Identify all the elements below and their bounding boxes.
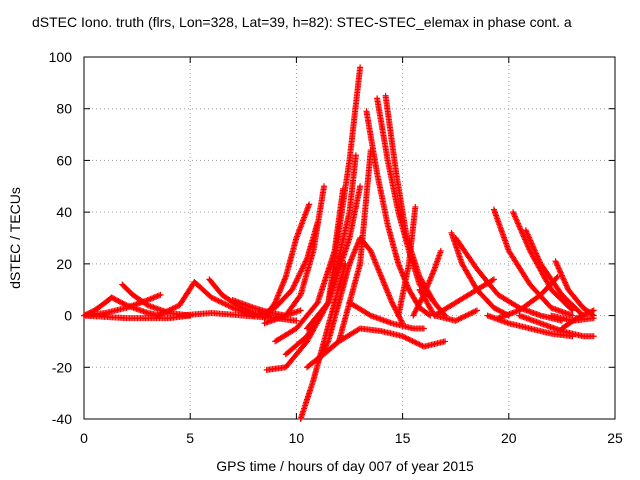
data-series (490, 206, 576, 319)
data-point-marker (398, 318, 405, 325)
x-tick-label: 0 (80, 430, 88, 446)
data-series (304, 325, 449, 371)
data-point-marker (590, 333, 597, 340)
data-series (510, 209, 576, 314)
x-tick-label: 15 (395, 430, 411, 446)
data-point-marker (431, 299, 438, 306)
data-point-marker (366, 311, 373, 318)
data-series (363, 108, 434, 319)
plot-frame (83, 56, 616, 420)
x-tick-label: 20 (501, 430, 517, 446)
y-tick-label: 20 (56, 256, 72, 272)
data-point-marker (306, 201, 313, 208)
data-point-marker (324, 300, 331, 307)
x-tick-label: 5 (186, 430, 194, 446)
data-point-marker (554, 273, 561, 280)
data-point-marker (143, 301, 150, 308)
data-point-marker (293, 317, 300, 324)
y-tick-label: 100 (49, 49, 73, 65)
data-point-marker (420, 325, 427, 332)
data-point-marker (157, 291, 164, 298)
y-tick-label: 0 (64, 308, 72, 324)
data-point-marker (590, 315, 597, 322)
data-point-marker (352, 152, 359, 159)
data-point-marker (297, 307, 304, 314)
y-tick-label: -40 (52, 411, 72, 427)
data-series (261, 201, 313, 322)
data-series (516, 312, 597, 340)
data-point-marker (569, 312, 576, 319)
data-point-marker (489, 277, 496, 284)
data-point-marker (321, 183, 328, 190)
data-series (558, 307, 597, 332)
y-tick-label: -20 (52, 359, 72, 375)
x-tick-label: 10 (289, 430, 305, 446)
y-tick-label: 60 (56, 152, 72, 168)
chart-title: dSTEC Iono. truth (flrs, Lon=328, Lat=39… (32, 14, 572, 30)
data-series (452, 235, 565, 324)
data-series (522, 227, 587, 319)
data-point-marker (412, 203, 419, 210)
data-point-marker (430, 298, 437, 305)
data-series (314, 235, 406, 366)
data-point-marker (473, 307, 480, 314)
data-series-group (81, 64, 597, 422)
data-series (431, 276, 497, 319)
data-series (346, 299, 427, 332)
data-point-marker (442, 338, 449, 345)
x-axis-label: GPS time / hours of day 007 of year 2015 (216, 458, 474, 474)
data-series (395, 203, 419, 319)
y-tick-label: 40 (56, 204, 72, 220)
data-series (304, 64, 364, 332)
data-series (81, 312, 194, 322)
axis-ticks: 0 5 10 15 20 25 -40 -20 0 20 40 60 80 100 (49, 49, 623, 446)
x-tick-label: 25 (607, 430, 623, 446)
data-point-marker (357, 64, 364, 71)
data-series (261, 183, 328, 327)
data-point-marker (296, 293, 303, 300)
y-tick-label: 80 (56, 101, 72, 117)
data-series (495, 273, 561, 322)
data-point-marker (590, 307, 597, 314)
data-point-marker (437, 247, 444, 254)
y-axis-label: dSTEC / TECUs (7, 187, 23, 289)
data-point-marker (553, 274, 560, 281)
data-point-marker (490, 276, 497, 283)
data-series (108, 294, 164, 319)
data-point-marker (324, 339, 331, 346)
data-series (263, 183, 364, 373)
data-point-marker (357, 183, 364, 190)
